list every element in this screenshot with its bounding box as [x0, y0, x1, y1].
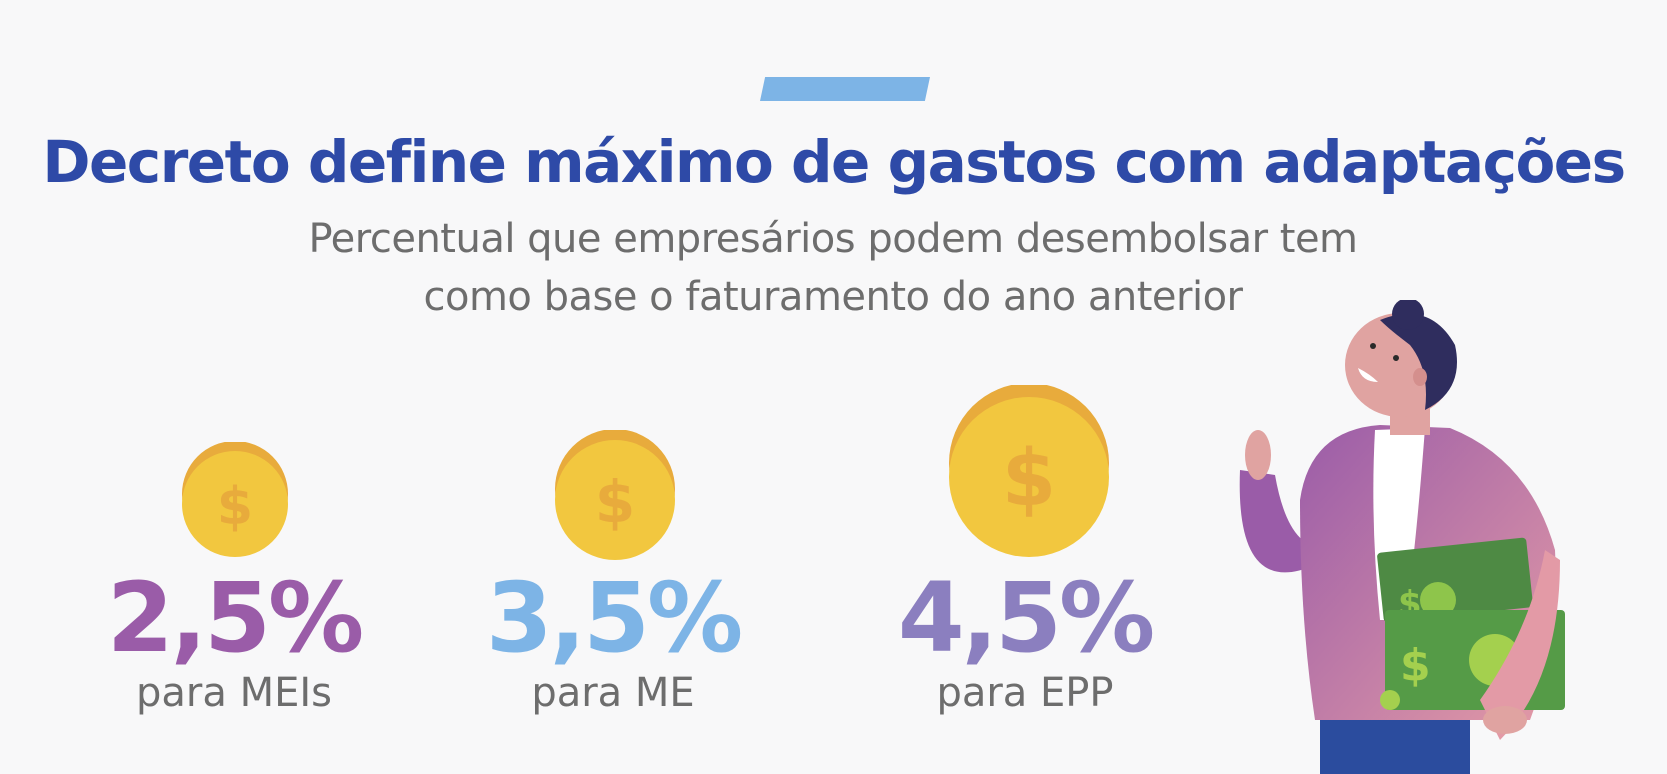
subtitle-line-1: Percentual que empresários podem desembo… [308, 216, 1358, 262]
page-title: Decreto define máximo de gastos com adap… [42, 128, 1626, 196]
svg-text:$: $ [1002, 434, 1056, 524]
stat-value: 4,5% [897, 562, 1155, 674]
stat-epp: $ 4,5% para EPP [855, 385, 1195, 720]
svg-text:$: $ [1400, 640, 1431, 691]
svg-text:$: $ [217, 477, 253, 537]
dollar-coin-icon: $ [182, 442, 288, 557]
dollar-coin-icon: $ [949, 385, 1109, 557]
subtitle-line-2: como base o faturamento do ano anterior [423, 274, 1243, 320]
stat-me: $ 3,5% para ME [443, 430, 783, 720]
stat-value: 2,5% [106, 562, 364, 674]
person-holding-cash-illustration: $ $ [1239, 300, 1565, 774]
stat-label: para MEIs [136, 670, 332, 716]
page-subtitle: Percentual que empresários podem desembo… [283, 210, 1383, 326]
stat-meis: $ 2,5% para MEIs [64, 430, 404, 720]
stat-label: para ME [531, 670, 695, 716]
svg-text:$: $ [595, 468, 635, 536]
title-accent-bar [760, 77, 930, 101]
dollar-coin-icon: $ [555, 430, 675, 560]
stat-label: para EPP [936, 670, 1114, 716]
stat-value: 3,5% [485, 562, 743, 674]
